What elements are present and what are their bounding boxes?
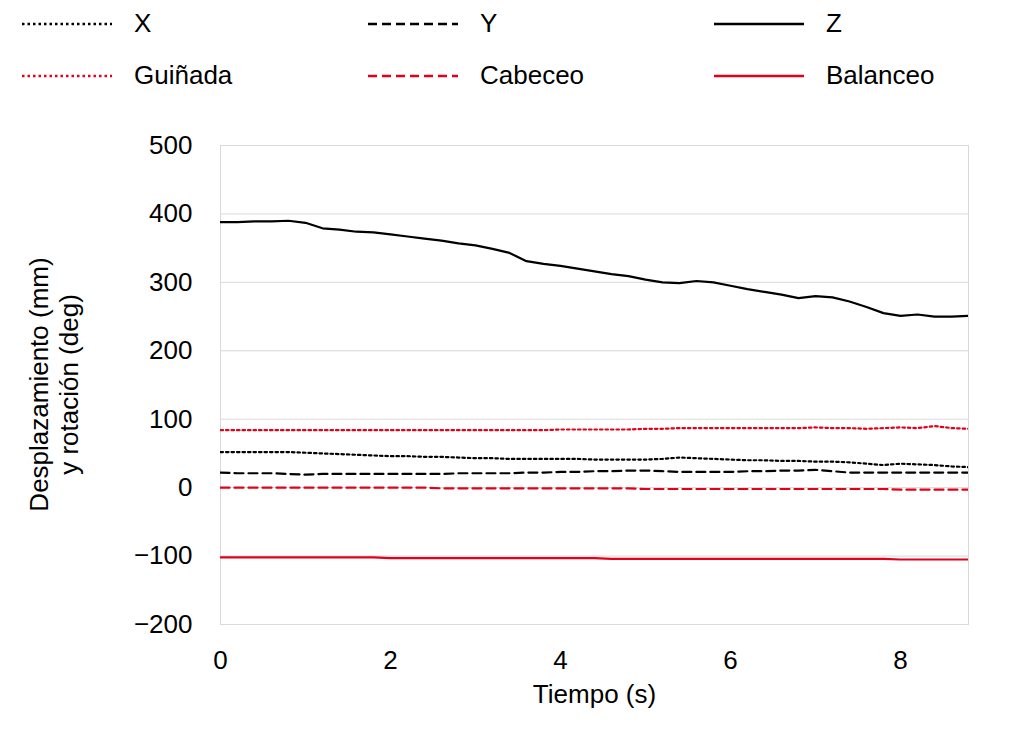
svg-text:100: 100 — [149, 404, 192, 434]
html-text:Z: Z — [826, 8, 842, 38]
html-text:Balanceo: Balanceo — [826, 60, 935, 90]
svg-text:400: 400 — [149, 198, 192, 228]
html-text:Cabeceo: Cabeceo — [480, 60, 585, 90]
svg-text:2: 2 — [383, 645, 397, 675]
svg-text:6: 6 — [723, 645, 737, 675]
svg-text:Desplazamiento (mm)y rotación: Desplazamiento (mm)y rotación (deg) — [24, 257, 84, 511]
svg-text:−100: −100 — [134, 540, 193, 570]
svg-text:Tiempo (s): Tiempo (s) — [533, 679, 656, 709]
svg-text:0: 0 — [213, 645, 227, 675]
svg-text:200: 200 — [149, 335, 192, 365]
svg-text:0: 0 — [178, 472, 192, 502]
svg-text:8: 8 — [893, 645, 907, 675]
html-text:Y: Y — [480, 8, 498, 38]
svg-text:4: 4 — [553, 645, 567, 675]
svg-text:300: 300 — [149, 267, 192, 297]
html-text:Guiñada: Guiñada — [134, 60, 233, 90]
svg-text:500: 500 — [149, 130, 192, 160]
svg-text:−200: −200 — [134, 609, 193, 639]
html-text:X: X — [134, 8, 152, 38]
